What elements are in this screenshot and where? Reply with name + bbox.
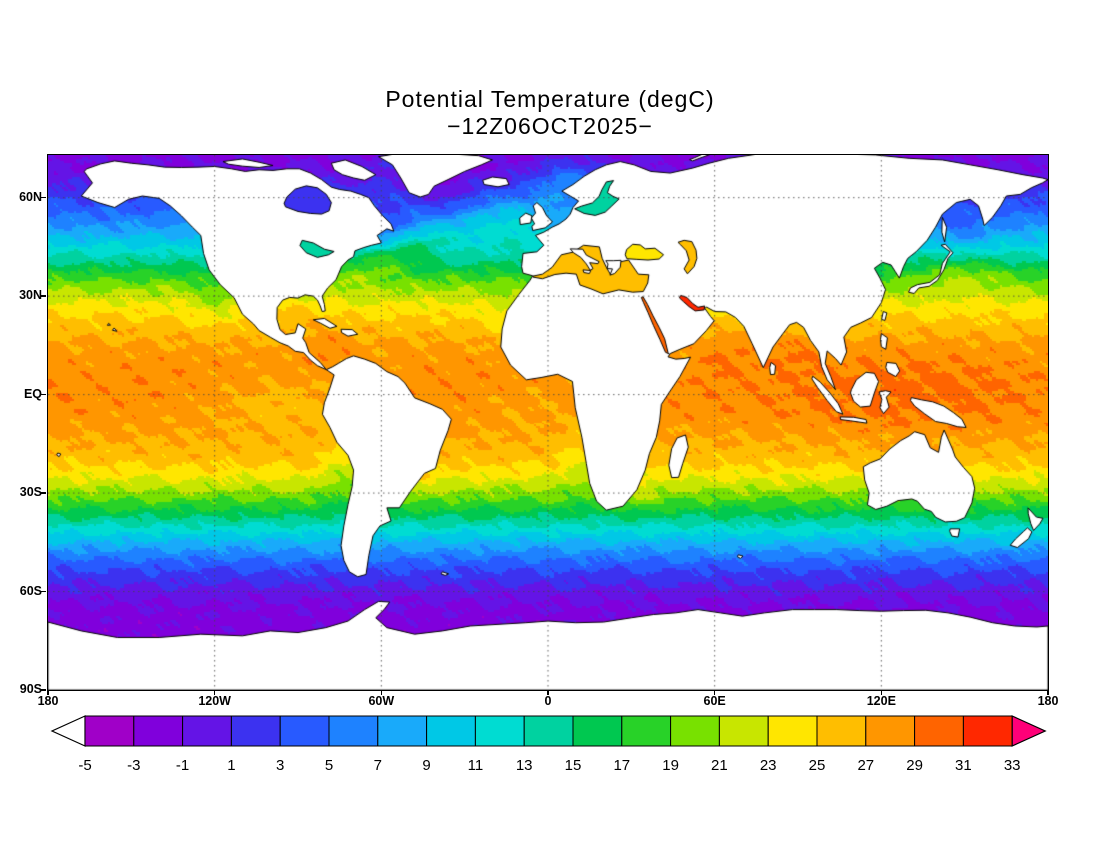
lat-tick-mark: [41, 689, 46, 691]
colorbar-tick-label: 21: [711, 757, 728, 774]
colorbar: -5 -3 -1 1 3 5 7 9 11 13 15 17 19 21 23 25 27 29 31 33: [50, 715, 1047, 774]
colorbar-tick-label: 33: [1004, 757, 1021, 774]
colorbar-tick-label: 7: [374, 757, 382, 774]
colorbar-tick-label: 27: [857, 757, 874, 774]
colorbar-tick-label: 23: [760, 757, 777, 774]
lon-tick-mark: [880, 690, 883, 695]
colorbar-segment: [962, 715, 1013, 747]
colorbar-tick-label: 25: [809, 757, 826, 774]
colorbar-segment: [474, 715, 525, 747]
colorbar-segment: [670, 715, 720, 747]
lon-tick-label: 60E: [703, 694, 726, 708]
colorbar-tick-label: 1: [227, 757, 235, 774]
lat-tick-mark: [41, 590, 46, 593]
world-sst-map-canvas: [47, 154, 1048, 690]
colorbar-segment: [84, 715, 135, 747]
lat-tick-mark: [41, 196, 46, 199]
colorbar-tick-label: -5: [78, 757, 91, 774]
colorbar-segment: [426, 715, 476, 747]
lat-tick-label: 30N: [19, 288, 42, 303]
colorbar-tick-label: 3: [276, 757, 284, 774]
lat-tick-label: 60S: [19, 583, 42, 598]
lon-tick-label: 120W: [198, 694, 231, 708]
chart-subtitle: −12Z06OCT2025−: [447, 113, 653, 139]
colorbar-segment: [767, 715, 818, 747]
lon-tick-label: 60W: [368, 694, 395, 708]
colorbar-tick-label: 31: [955, 757, 972, 774]
colorbar-tick-label: 29: [906, 757, 923, 774]
colorbar-tick-label: 15: [565, 757, 582, 774]
colorbar-tick-label: 17: [613, 757, 630, 774]
colorbar-tick-label: 9: [422, 757, 430, 774]
lon-tick-mark: [380, 690, 383, 695]
lat-tick-label: 30S: [19, 485, 42, 500]
lat-tick-mark: [41, 393, 46, 396]
colorbar-segment: [718, 715, 769, 747]
colorbar-segment: [816, 715, 867, 747]
colorbar-segment: [914, 715, 964, 747]
colorbar-segment: [230, 715, 281, 747]
colorbar-segment: [572, 715, 623, 747]
lat-tick-label: EQ: [23, 386, 42, 401]
map-frame: [46, 153, 1049, 691]
colorbar-tick-label: 5: [325, 757, 333, 774]
colorbar-under-arrow: [50, 715, 86, 747]
lon-tick-label: 180: [37, 694, 59, 708]
lon-tick-label: 120E: [866, 694, 896, 708]
chart-title: Potential Temperature (degC): [385, 86, 715, 112]
colorbar-segment: [523, 715, 574, 747]
colorbar-tick-label: -1: [176, 757, 189, 774]
colorbar-tick-label: 19: [662, 757, 679, 774]
lon-tick-mark: [47, 690, 49, 695]
lon-tick-mark: [213, 690, 216, 695]
lon-tick-mark: [713, 690, 716, 695]
lon-tick-label: 180: [1037, 694, 1059, 708]
lat-tick-label: 60N: [19, 189, 42, 204]
lat-tick-mark: [41, 492, 46, 494]
colorbar-segment: [182, 715, 232, 747]
lon-tick-label: 0: [544, 694, 552, 708]
colorbar-segment: [133, 715, 184, 747]
lon-tick-mark: [547, 690, 549, 695]
colorbar-over-arrow: [1011, 715, 1047, 747]
colorbar-segment: [279, 715, 330, 747]
colorbar-segment: [328, 715, 379, 747]
colorbar-tick-label: 13: [516, 757, 533, 774]
colorbar-tick-label: 11: [468, 757, 484, 774]
colorbar-segment: [621, 715, 672, 747]
colorbar-tick-label: -3: [127, 757, 140, 774]
colorbar-segment: [865, 715, 916, 747]
lat-tick-mark: [41, 295, 46, 297]
colorbar-segment: [377, 715, 428, 747]
lon-tick-mark: [1047, 690, 1049, 695]
lat-tick-label: 90S: [19, 682, 42, 696]
